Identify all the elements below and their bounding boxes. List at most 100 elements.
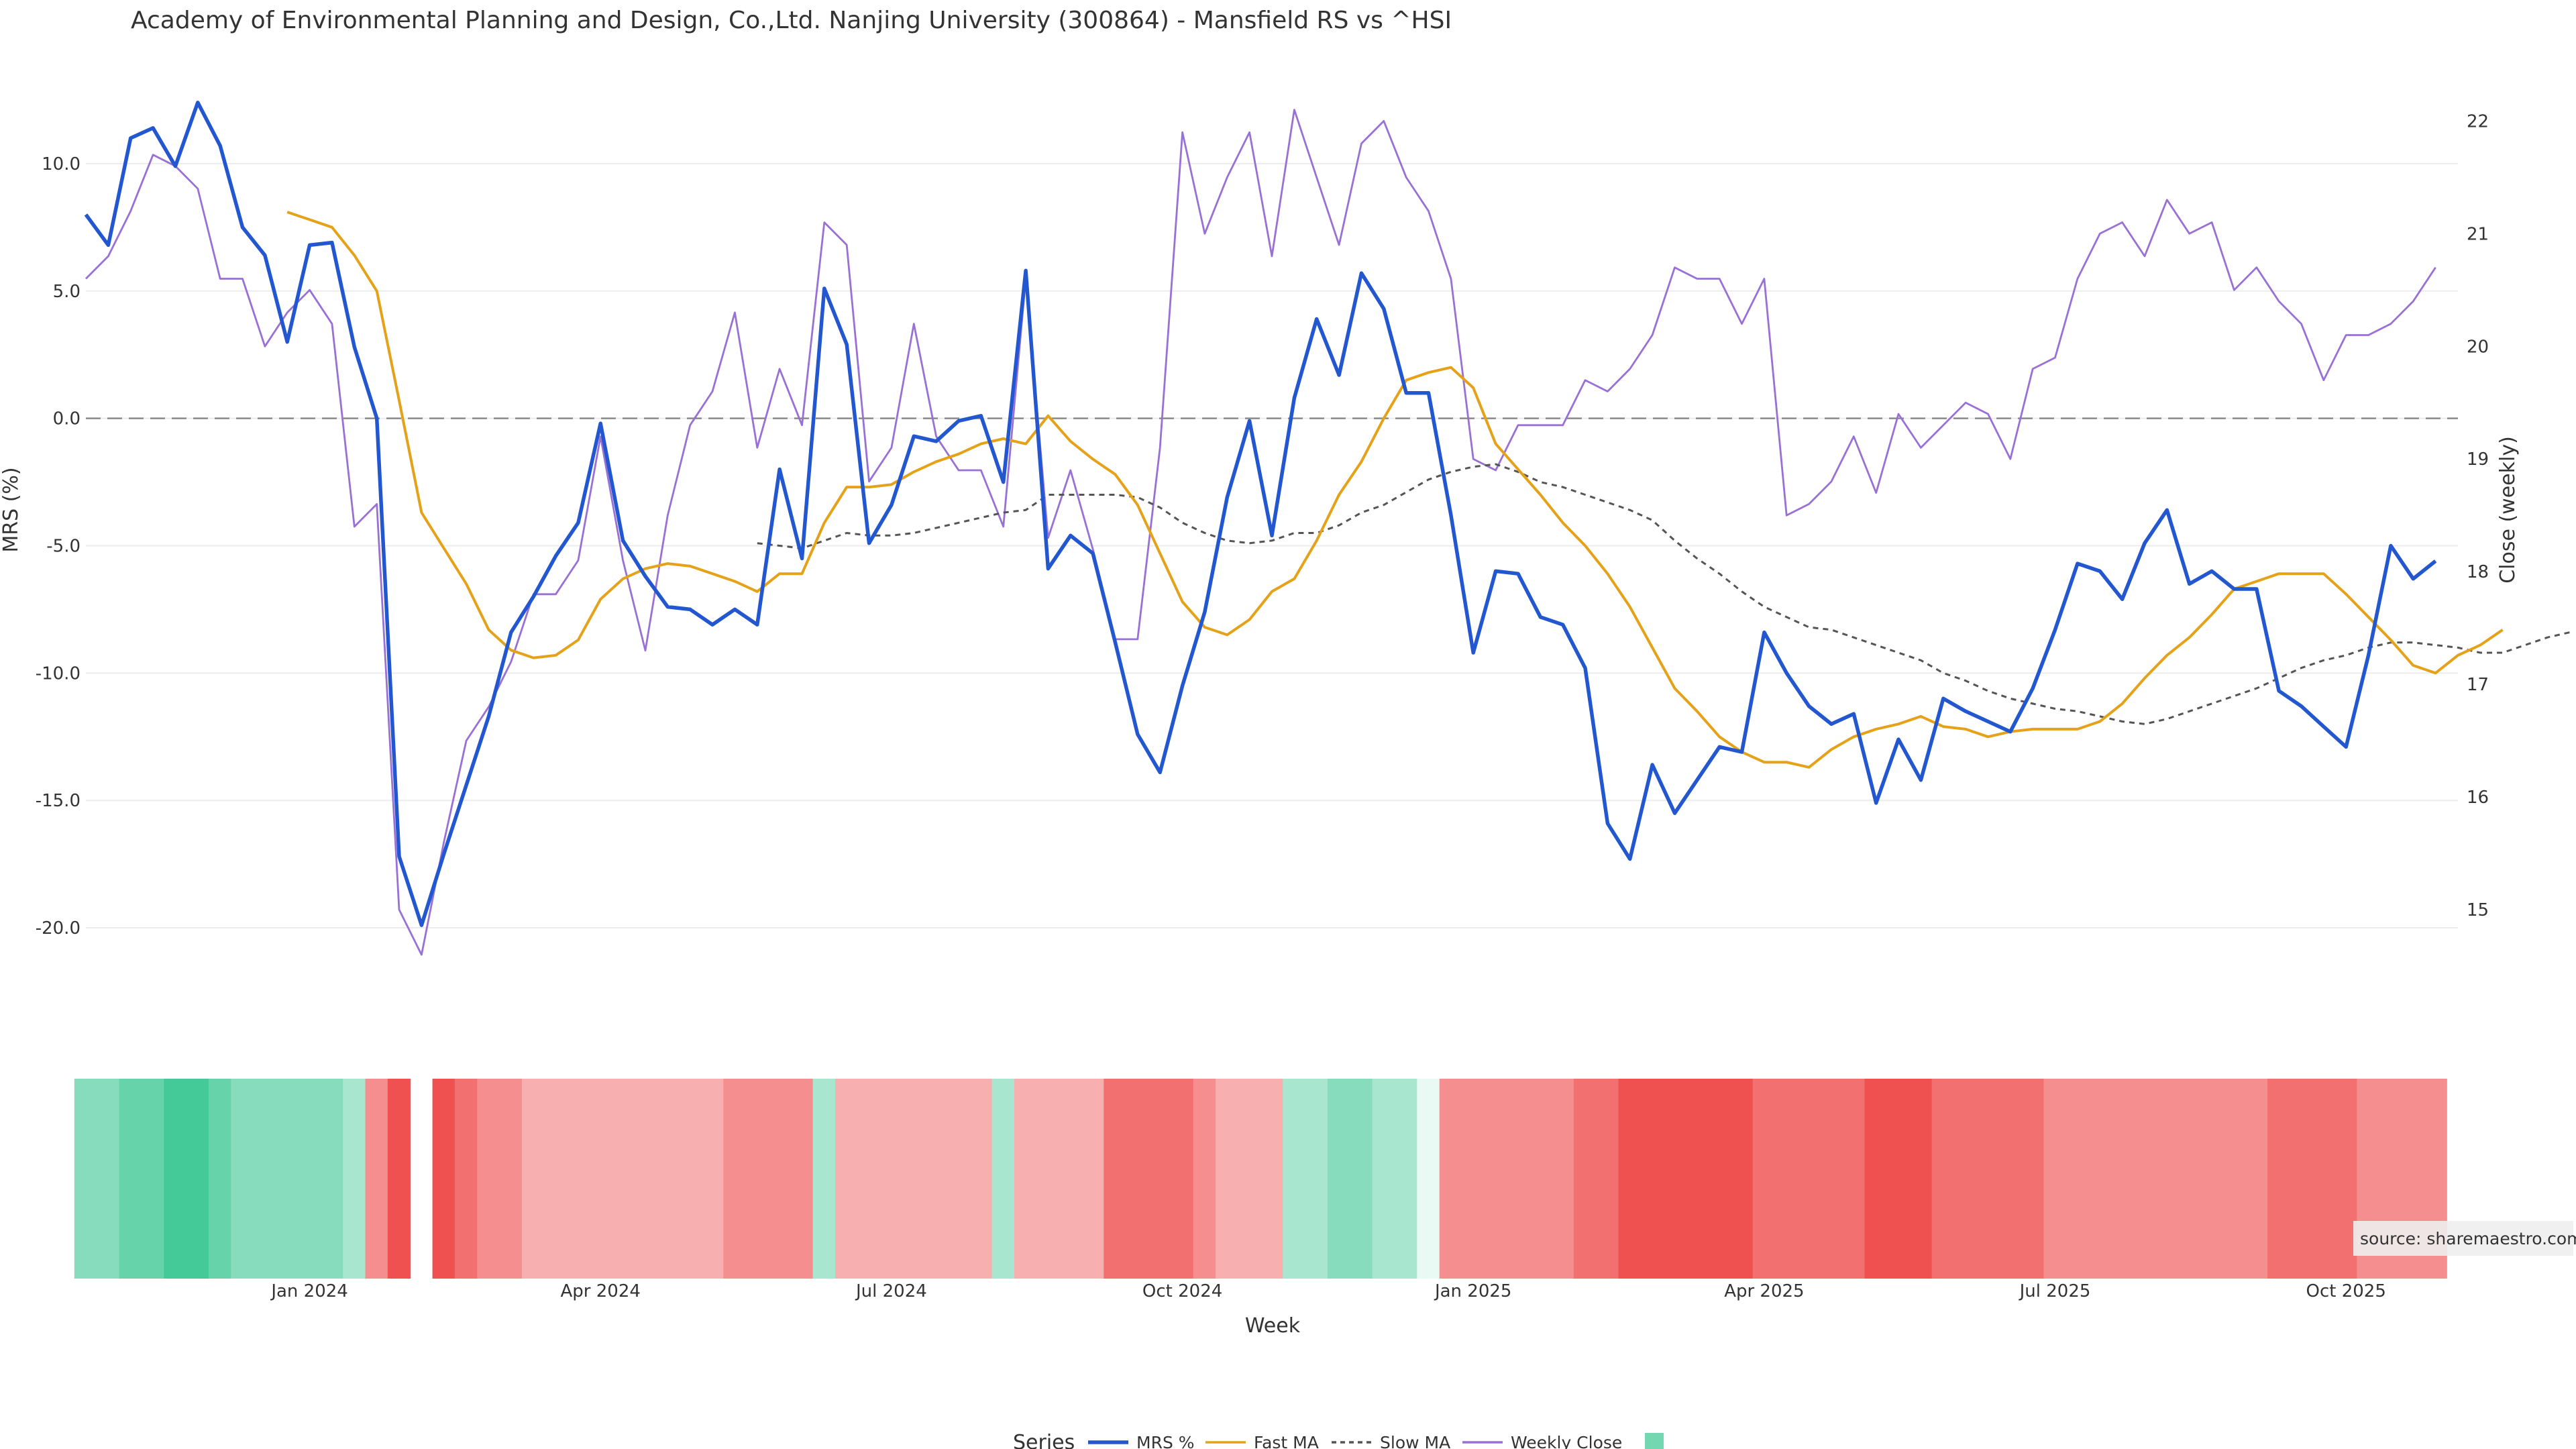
heatmap-cell [1998, 1079, 2023, 1279]
chart-title: Academy of Environmental Planning and De… [131, 7, 1452, 34]
heatmap-cell [1886, 1079, 1911, 1279]
heatmap-cell [745, 1079, 769, 1279]
right-axis-ticks: 22 21 20 19 18 17 16 15 [2467, 111, 2489, 920]
heatmap-cell [902, 1079, 926, 1279]
heatmap-cell [1462, 1079, 1485, 1279]
heatmap-cell [186, 1079, 209, 1279]
y-right-tick-label: 20 [2467, 337, 2489, 357]
heatmap-cell [1931, 1079, 1955, 1279]
y-right-tick-label: 22 [2467, 111, 2489, 131]
heatmap-cell [1842, 1079, 1866, 1279]
heatmap-cell [812, 1079, 837, 1279]
series-lines [84, 101, 2571, 956]
heatmap-cell [1864, 1079, 1888, 1279]
heatmap-cell [835, 1079, 859, 1279]
heatmap-cell [1327, 1079, 1351, 1279]
heatmap-cell [432, 1079, 455, 1279]
heatmap-cell [522, 1079, 545, 1279]
heatmap-cell [1126, 1079, 1150, 1279]
heatmap-cell [1417, 1079, 1440, 1279]
x-tick-label: Jul 2025 [2019, 1281, 2091, 1301]
y-left-tick-label: 5.0 [53, 282, 80, 302]
y-axis-right-label: Close (weekly) [2496, 436, 2520, 584]
source-annotation-box [2353, 1221, 2573, 1256]
y-left-tick-label: -15.0 [36, 791, 80, 811]
y-left-tick-label: -10.0 [36, 663, 80, 684]
heatmap-cell [477, 1079, 500, 1279]
heatmap-cell [991, 1079, 1015, 1279]
heatmap-cell [298, 1079, 321, 1279]
heatmap-cell [1775, 1079, 1799, 1279]
heatmap-cell [767, 1079, 792, 1279]
legend-heatmap-swatch [1645, 1433, 1664, 1449]
heatmap-cell [1171, 1079, 1194, 1279]
heatmap-cell [1797, 1079, 1821, 1279]
y-axis-left-label: MRS (%) [0, 467, 23, 552]
x-tick-label: Jan 2025 [1434, 1281, 1512, 1301]
heatmap-cell [2065, 1079, 2090, 1279]
heatmap-cell [1014, 1079, 1038, 1279]
gridlines [86, 162, 2458, 929]
heatmap-cell [1685, 1079, 1709, 1279]
x-axis-ticks: Jan 2024 Apr 2024 Jul 2024 Oct 2024 Jan 2025… [270, 1281, 2386, 1301]
heatmap-cell [2110, 1079, 2134, 1279]
legend-label: MRS % [1136, 1433, 1195, 1449]
heatmap-cell [499, 1079, 523, 1279]
source-annotation-text: source: sharemaestro.com [2360, 1229, 2576, 1248]
heatmap-cell [2200, 1079, 2224, 1279]
heatmap-cell [74, 1079, 98, 1279]
heatmap-cell [2178, 1079, 2201, 1279]
heatmap-cell [365, 1079, 388, 1279]
legend-label: Fast MA [1254, 1433, 1319, 1449]
series-line-fast-ma [286, 211, 2504, 769]
heatmap-cell [97, 1079, 120, 1279]
heatmap-cell [343, 1079, 366, 1279]
heatmap-cell [231, 1079, 254, 1279]
heatmap-cell [1663, 1079, 1686, 1279]
heatmap-cell [1506, 1079, 1530, 1279]
heatmap-cell [454, 1079, 478, 1279]
heatmap-cell [947, 1079, 971, 1279]
heatmap-cell [857, 1079, 881, 1279]
source-annotation: source: sharemaestro.com [2353, 1221, 2576, 1256]
heatmap-cell [678, 1079, 702, 1279]
heatmap-cell [1752, 1079, 1776, 1279]
y-right-tick-label: 18 [2467, 562, 2489, 582]
heatmap-cell [700, 1079, 724, 1279]
heatmap-cell [387, 1079, 411, 1279]
heatmap-cell [566, 1079, 590, 1279]
heatmap-cell [1193, 1079, 1217, 1279]
y-right-tick-label: 15 [2467, 900, 2489, 920]
heatmap-cell [2290, 1079, 2313, 1279]
legend-label: Weekly Close [1511, 1433, 1622, 1449]
heatmap-cell [589, 1079, 612, 1279]
series-line-weekly-close [85, 109, 2436, 956]
heatmap-cell [1350, 1079, 1373, 1279]
heatmap-cell [1529, 1079, 1552, 1279]
heatmap-cell [1104, 1079, 1127, 1279]
heatmap-cell [2155, 1079, 2179, 1279]
y-left-tick-label: -5.0 [46, 536, 80, 556]
series-line-slow-ma [757, 463, 2571, 725]
heatmap-cell [1238, 1079, 1261, 1279]
heatmap-cell [2245, 1079, 2268, 1279]
heatmap-cell [2043, 1079, 2067, 1279]
y-left-tick-label: 10.0 [42, 154, 80, 174]
heatmap-cell [1372, 1079, 1395, 1279]
heatmap-cell [1819, 1079, 1843, 1279]
heatmap-cell [1596, 1079, 1619, 1279]
heatmap-cell [164, 1079, 187, 1279]
heatmap-cell [276, 1079, 299, 1279]
x-tick-label: Jan 2024 [270, 1281, 348, 1301]
heatmap-cell [141, 1079, 165, 1279]
y-left-tick-label: 0.0 [53, 409, 80, 429]
heatmap-cell [2312, 1079, 2336, 1279]
heatmap-cell [253, 1079, 277, 1279]
heatmap-strip [74, 1079, 2447, 1279]
heatmap-cell [2088, 1079, 2112, 1279]
series-line-mrs [84, 101, 2437, 927]
heatmap-cell [1909, 1079, 1933, 1279]
y-right-tick-label: 21 [2467, 224, 2489, 244]
heatmap-cell [1640, 1079, 1664, 1279]
